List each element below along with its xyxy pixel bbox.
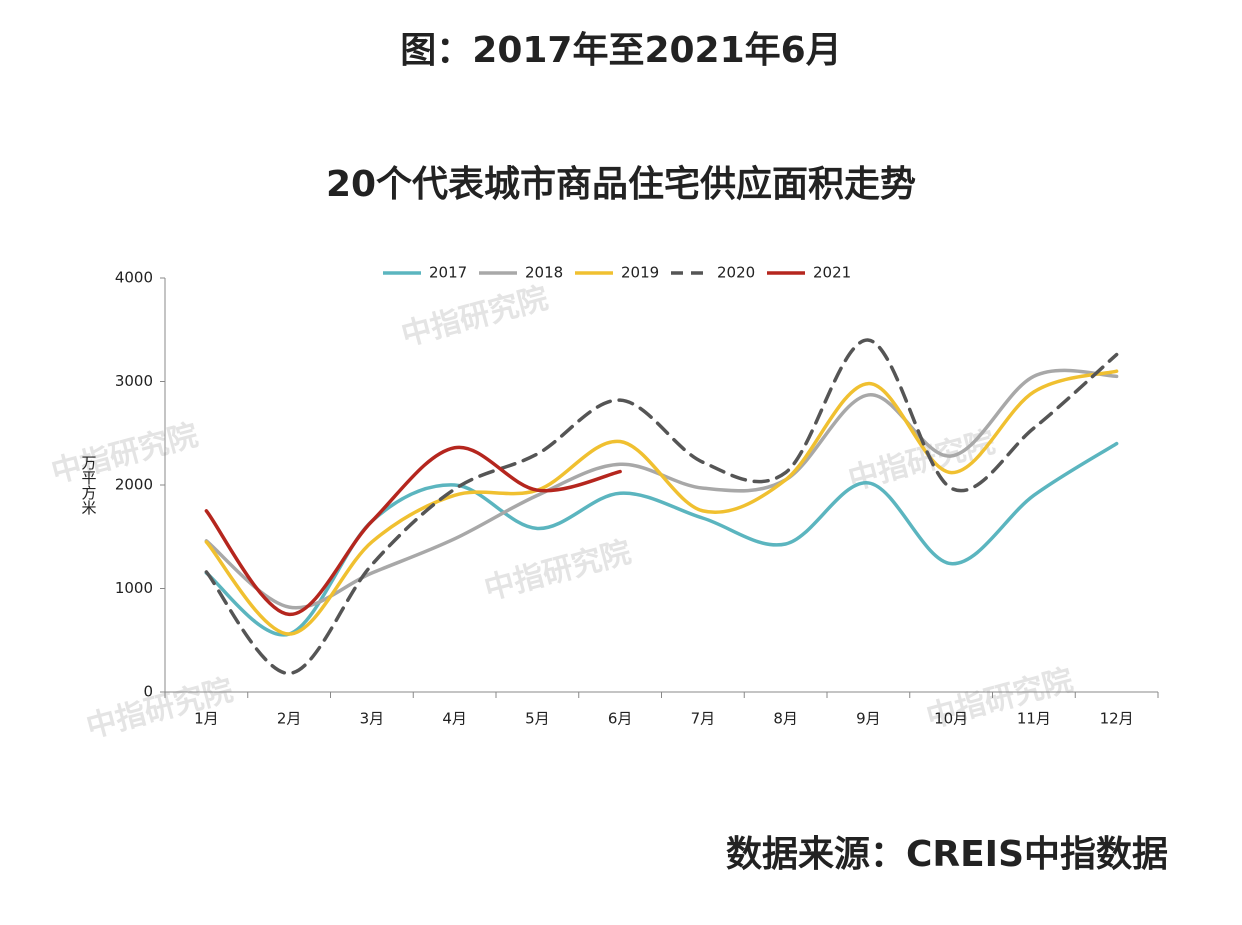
watermark: 中指研究院 [398, 281, 552, 354]
series-line [204, 441, 1119, 637]
legend-label: 2018 [525, 264, 563, 282]
series-line [204, 445, 622, 617]
x-tick-label: 3月 [360, 710, 385, 728]
x-tick-label: 10月 [934, 710, 968, 728]
x-tick-label: 5月 [525, 710, 550, 728]
x-tick-label: 11月 [1017, 710, 1051, 728]
y-tick-label: 4000 [115, 269, 153, 287]
watermark: 中指研究院 [481, 535, 635, 608]
x-tick-label: 2月 [277, 710, 302, 728]
chart-subtitle: 20个代表城市商品住宅供应面积走势 [326, 163, 916, 205]
legend-label: 2021 [813, 264, 851, 282]
y-tick-label: 1000 [115, 579, 153, 597]
legend-label: 2020 [717, 264, 755, 282]
y-axis-label: 万平方米 [80, 455, 98, 515]
y-tick-label: 2000 [115, 476, 153, 494]
legend-label: 2019 [621, 264, 659, 282]
x-tick-label: 8月 [773, 710, 798, 728]
series-line [204, 368, 1119, 610]
chart-title: 图：2017年至2021年6月 [400, 30, 841, 71]
legend-label: 2017 [429, 264, 467, 282]
x-tick-label: 7月 [691, 710, 716, 728]
source: 数据来源：CREIS中指数据 [726, 834, 1168, 875]
series-line [204, 338, 1119, 676]
series-line [204, 369, 1119, 636]
x-tick-label: 1月 [194, 710, 219, 728]
x-tick-label: 4月 [442, 710, 467, 728]
x-tick-label: 6月 [608, 710, 633, 728]
x-tick-label: 9月 [856, 710, 881, 728]
y-tick-label: 3000 [115, 372, 153, 390]
y-tick-label: 0 [143, 683, 153, 701]
x-tick-label: 12月 [1100, 710, 1134, 728]
